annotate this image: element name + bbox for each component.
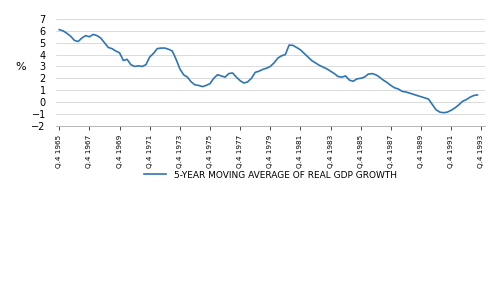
5-YEAR MOVING AVERAGE OF REAL GDP GROWTH [463,98,469,101]
5-YEAR MOVING AVERAGE OF REAL GDP GROWTH [290,44,296,47]
5-YEAR MOVING AVERAGE OF REAL GDP GROWTH [474,93,480,97]
5-YEAR MOVING AVERAGE OF REAL GDP GROWTH [380,78,386,82]
Line: 5-YEAR MOVING AVERAGE OF REAL GDP GROWTH: 5-YEAR MOVING AVERAGE OF REAL GDP GROWTH [60,30,478,113]
Legend: 5-YEAR MOVING AVERAGE OF REAL GDP GROWTH: 5-YEAR MOVING AVERAGE OF REAL GDP GROWTH [140,167,400,183]
5-YEAR MOVING AVERAGE OF REAL GDP GROWTH [358,76,364,80]
5-YEAR MOVING AVERAGE OF REAL GDP GROWTH [440,111,446,114]
5-YEAR MOVING AVERAGE OF REAL GDP GROWTH [339,75,345,79]
5-YEAR MOVING AVERAGE OF REAL GDP GROWTH [56,28,62,31]
Y-axis label: %: % [15,62,26,72]
5-YEAR MOVING AVERAGE OF REAL GDP GROWTH [203,84,209,87]
